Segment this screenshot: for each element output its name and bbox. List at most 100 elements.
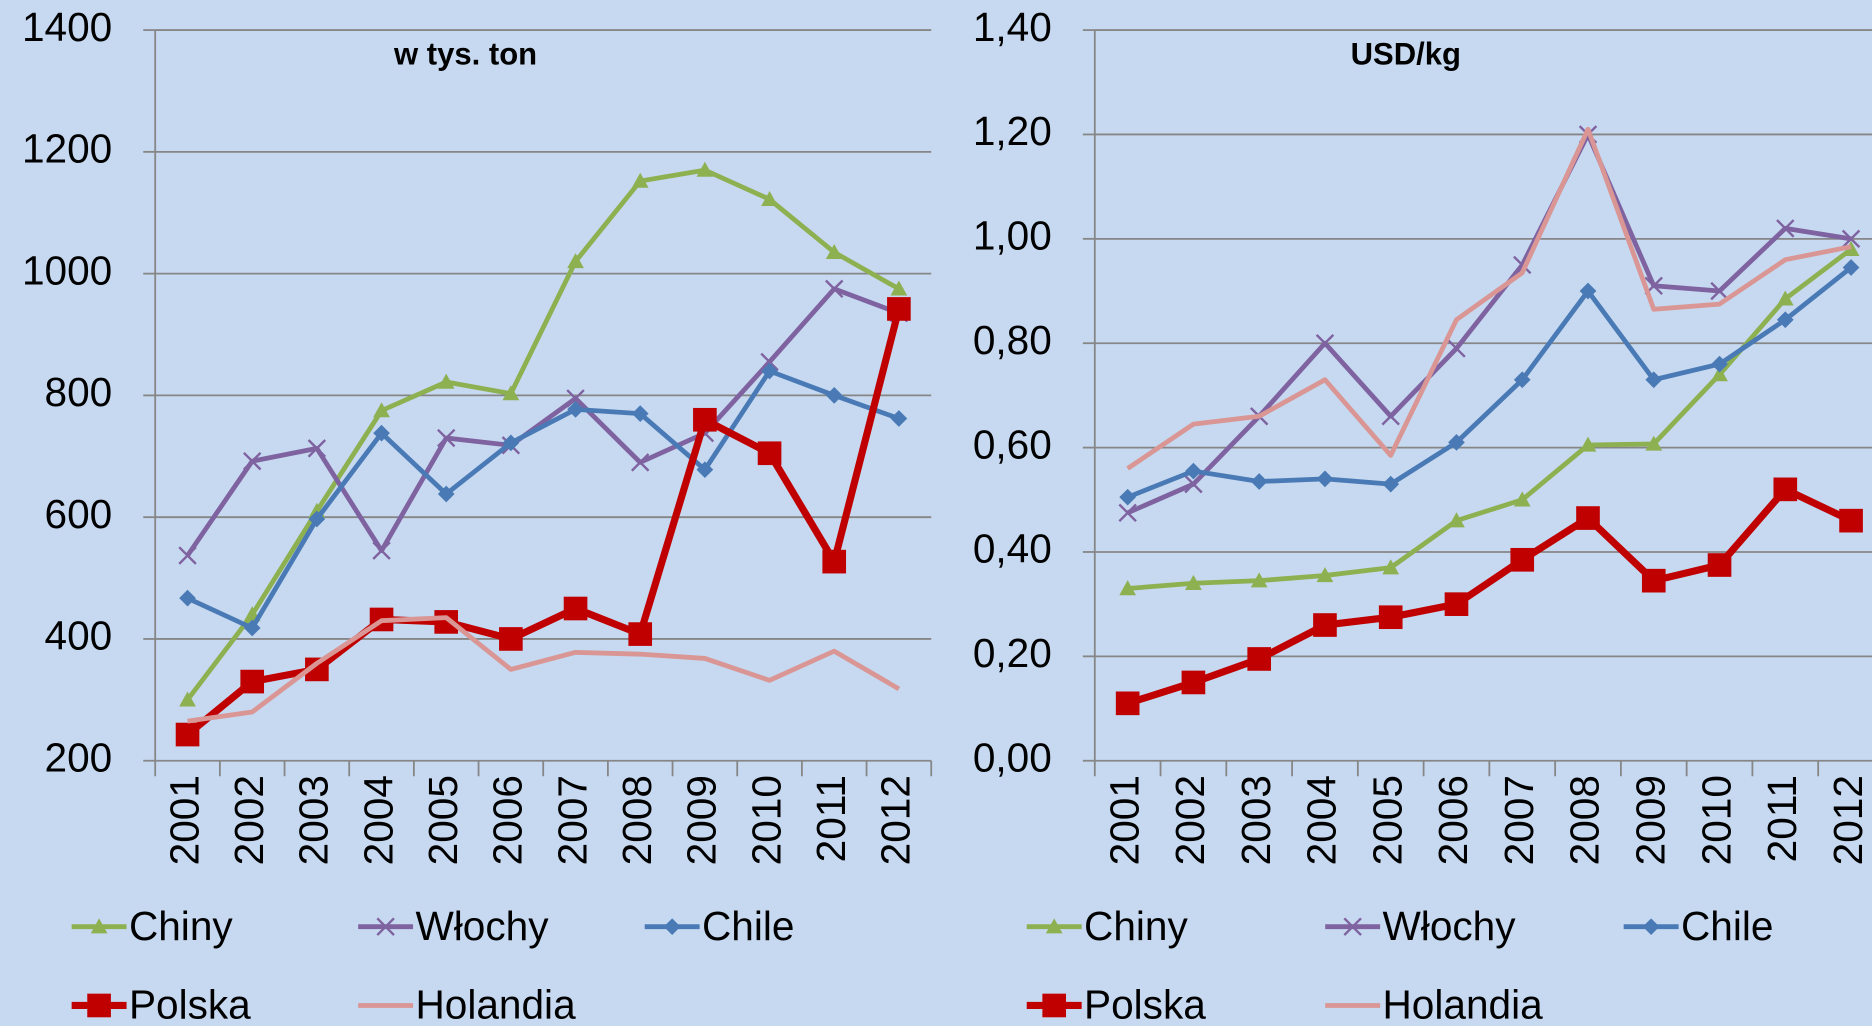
marker: [1316, 470, 1334, 488]
legend-label: Holandia: [415, 982, 576, 1026]
marker: [1315, 334, 1335, 353]
line: [1126, 265, 1853, 500]
x-tick-label: 2004: [355, 775, 401, 865]
legend-marker: [90, 918, 108, 934]
marker: [243, 619, 261, 637]
legend-marker: [663, 918, 681, 936]
x-tick-label: 2009: [1627, 775, 1673, 865]
line: [185, 286, 900, 557]
marker: [1576, 506, 1600, 530]
y-tick-label: 0,60: [973, 421, 1052, 467]
y-tick-label: 0,80: [973, 317, 1052, 363]
marker: [1711, 366, 1728, 382]
line: [185, 167, 901, 702]
y-tick-label: 1,40: [973, 4, 1052, 50]
line: [186, 368, 900, 631]
line: [1126, 485, 1853, 707]
legend-label: Polska: [1084, 982, 1206, 1026]
marker: [631, 453, 650, 472]
legend-label: Włochy: [1383, 903, 1517, 949]
marker: [1115, 691, 1140, 716]
marker: [308, 510, 326, 528]
marker: [1776, 219, 1795, 238]
marker: [1776, 290, 1794, 306]
legend-label: Chiny: [1084, 903, 1188, 949]
x-tick-label: 2012: [1825, 775, 1871, 865]
marker: [696, 161, 714, 177]
marker: [1118, 503, 1137, 523]
x-tick-label: 2010: [743, 775, 789, 865]
legend-marker: [376, 917, 395, 936]
x-tick-label: 2003: [1233, 775, 1279, 865]
marker: [825, 243, 843, 260]
x-tick-label: 2010: [1693, 775, 1739, 865]
marker: [1185, 462, 1202, 480]
marker: [1185, 574, 1202, 590]
marker: [761, 190, 778, 207]
legend-marker: [1045, 918, 1063, 934]
line: [1126, 126, 1852, 471]
marker: [178, 546, 197, 565]
y-tick-label: 400: [45, 613, 113, 659]
marker: [1842, 259, 1860, 276]
marker: [1448, 512, 1465, 528]
x-tick-label: 2007: [549, 775, 595, 865]
legend-label: Chile: [1681, 903, 1773, 949]
marker: [1316, 567, 1334, 583]
y-tick-label: 1,20: [973, 108, 1052, 154]
marker: [1448, 434, 1465, 451]
y-tick-label: 800: [45, 369, 113, 415]
marker: [437, 428, 456, 448]
legend-marker: [1042, 993, 1067, 1018]
marker: [373, 424, 390, 442]
x-tick-label: 2002: [1167, 775, 1213, 865]
marker: [1776, 311, 1794, 329]
chart-title: w tys. ton: [393, 37, 537, 72]
marker: [1447, 339, 1466, 358]
y-tick-label: 0,00: [973, 734, 1052, 780]
x-tick-label: 2003: [291, 775, 337, 865]
marker: [822, 549, 847, 574]
x-tick-label: 2009: [679, 775, 725, 865]
x-tick-label: 2001: [161, 775, 207, 865]
x-tick-label: 2006: [1430, 775, 1476, 865]
marker: [1839, 508, 1863, 533]
marker: [502, 385, 520, 401]
marker: [567, 253, 584, 269]
legend-label: Holandia: [1383, 982, 1544, 1026]
marker: [1641, 568, 1666, 593]
marker: [760, 352, 779, 372]
marker: [631, 172, 649, 188]
marker: [243, 451, 262, 471]
legend-label: Chile: [702, 903, 794, 949]
x-tick-label: 2006: [485, 775, 531, 865]
y-tick-label: 1400: [22, 4, 112, 50]
marker: [1313, 613, 1337, 637]
marker: [887, 297, 911, 321]
legend-label: Chiny: [129, 903, 233, 949]
x-tick-label: 2002: [226, 775, 272, 865]
marker: [1247, 647, 1272, 671]
marker: [1119, 488, 1137, 506]
marker: [1378, 605, 1403, 630]
line: [1127, 247, 1853, 591]
marker: [890, 410, 908, 427]
marker: [566, 389, 585, 408]
marker: [1250, 473, 1268, 490]
marker: [175, 722, 200, 747]
line: [1126, 132, 1852, 516]
x-tick-label: 2007: [1496, 775, 1542, 865]
x-tick-label: 2004: [1299, 775, 1345, 865]
marker: [305, 657, 329, 682]
marker: [567, 401, 584, 418]
marker: [240, 669, 265, 694]
marker: [179, 589, 196, 607]
marker: [1250, 572, 1268, 588]
marker: [1579, 436, 1597, 452]
marker: [825, 279, 844, 299]
x-tick-label: 2012: [873, 775, 919, 865]
marker: [1181, 670, 1206, 695]
marker: [890, 280, 908, 296]
